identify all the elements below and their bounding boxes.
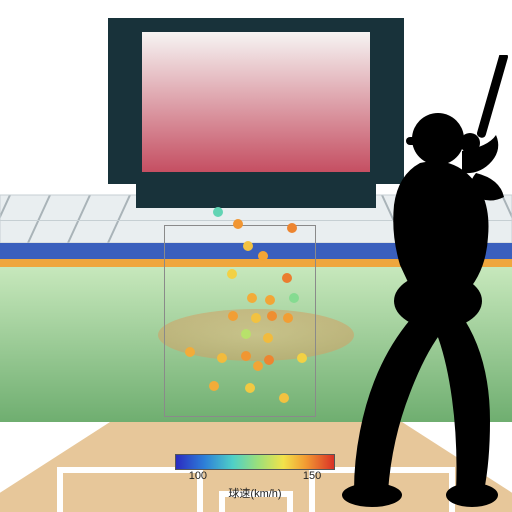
- pitch-dot: [283, 313, 293, 323]
- pitch-dot: [267, 311, 277, 321]
- pitch-dot: [247, 293, 257, 303]
- pitch-dot: [265, 295, 275, 305]
- pitch-dot: [209, 381, 219, 391]
- pitch-dot: [263, 333, 273, 343]
- colorbar-ticks: 100 150: [175, 470, 335, 484]
- pitch-dot: [228, 311, 238, 321]
- pitch-dot: [213, 207, 223, 217]
- colorbar-tick: 100: [189, 470, 207, 482]
- colorbar-tick: 150: [303, 470, 321, 482]
- pitch-dot: [241, 351, 251, 361]
- pitch-dot: [264, 355, 274, 365]
- pitch-dot: [297, 353, 307, 363]
- pitch-location-chart: 100 150 球速(km/h): [0, 0, 512, 512]
- pitch-dot: [241, 329, 251, 339]
- pitch-dot: [227, 269, 237, 279]
- pitch-dot: [253, 361, 263, 371]
- pitch-dot: [217, 353, 227, 363]
- pitch-dot: [287, 223, 297, 233]
- pitch-dot: [245, 383, 255, 393]
- pitch-dot: [251, 313, 261, 323]
- colorbar-gradient: [175, 454, 335, 470]
- strike-zone: [164, 225, 316, 417]
- pitch-dot: [185, 347, 195, 357]
- batter-silhouette: [320, 55, 512, 510]
- pitch-dot: [279, 393, 289, 403]
- pitch-dot: [289, 293, 299, 303]
- pitch-dot: [282, 273, 292, 283]
- colorbar-label: 球速(km/h): [175, 485, 335, 501]
- speed-colorbar: 100 150 球速(km/h): [175, 454, 335, 501]
- pitch-dot: [233, 219, 243, 229]
- pitch-dot: [258, 251, 268, 261]
- pitch-dot: [243, 241, 253, 251]
